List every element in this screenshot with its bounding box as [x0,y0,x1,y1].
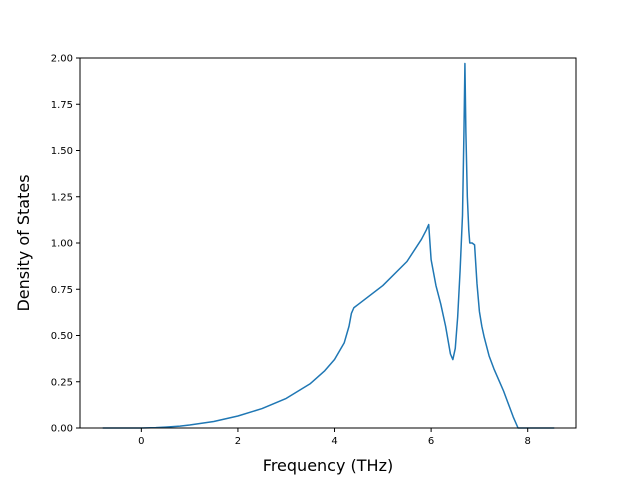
x-tick-label: 8 [525,436,531,447]
y-tick-label: 0.00 [51,424,73,435]
x-tick-label: 6 [428,436,434,447]
x-tick-label: 4 [331,436,337,447]
x-axis-label: Frequency (THz) [263,456,393,475]
data-layer [102,62,555,429]
y-tick-label: 1.00 [51,239,73,250]
y-tick-label: 0.75 [51,285,73,296]
y-axis-ticks: 0.00 0.25 0.50 0.75 1.00 1.25 1.50 1.75 2.00 [51,54,80,435]
y-tick-label: 2.00 [51,54,73,65]
x-axis-ticks: 0 2 4 6 8 [138,428,531,447]
y-tick-label: 0.50 [51,331,73,342]
plot-background [80,58,576,428]
y-tick-label: 0.25 [51,377,73,388]
y-tick-label: 1.25 [51,192,73,203]
y-tick-label: 1.75 [51,100,73,111]
x-tick-label: 0 [138,436,144,447]
y-axis-label: Density of States [14,174,33,311]
dos-series-line [102,62,555,429]
x-tick-label: 2 [235,436,241,447]
y-tick-label: 1.50 [51,146,73,157]
